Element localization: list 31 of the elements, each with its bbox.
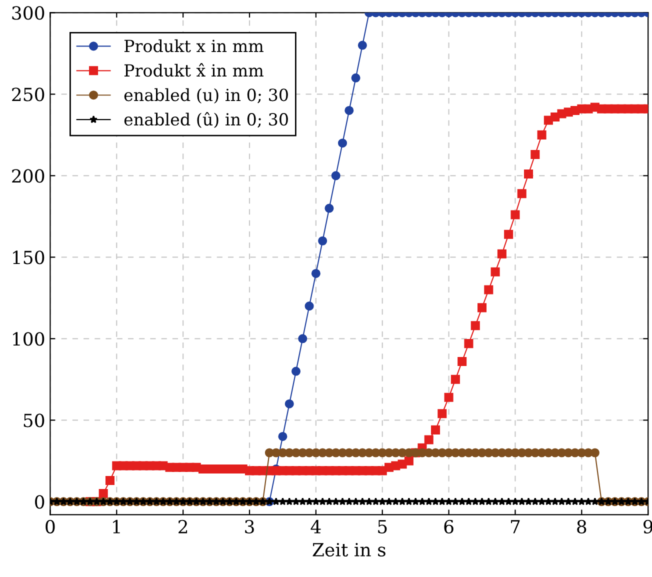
y-tick-label: 100 — [13, 332, 44, 346]
y-tick-label: 0 — [35, 495, 44, 509]
x-tick-label: 3 — [245, 520, 254, 534]
legend-label: enabled (û) in 0; 30 — [124, 112, 288, 128]
y-tick-label: 200 — [12, 169, 44, 183]
point — [304, 302, 314, 311]
legend-label: Produkt x̂ in mm — [124, 63, 264, 77]
y-tick-label: 250 — [12, 88, 44, 102]
y-tick-label: 50 — [24, 414, 44, 428]
x-tick-label: 7 — [511, 520, 520, 534]
y-tick-label: 150 — [13, 250, 44, 264]
x-tick-label: 6 — [444, 520, 454, 534]
point — [298, 334, 308, 344]
point — [278, 432, 288, 441]
x-tick-label: 4 — [310, 520, 321, 534]
x-tick-label: 2 — [178, 520, 188, 534]
point — [291, 366, 301, 376]
point — [284, 399, 294, 408]
legend-label: Produkt x in mm — [124, 39, 264, 52]
x-tick-label: 8 — [577, 520, 586, 534]
y-tick-label: 300 — [12, 6, 44, 20]
point — [311, 268, 320, 278]
point — [324, 204, 334, 213]
x-tick-label: 5 — [378, 520, 387, 534]
point — [338, 138, 348, 148]
x-tick-label: 1 — [113, 520, 120, 534]
legend-label: enabled (u) in 0; 30 — [124, 88, 288, 104]
point — [318, 236, 328, 246]
x-axis-title: Zeit in s — [312, 543, 386, 557]
x-tick-label: 0 — [46, 520, 55, 534]
point — [331, 171, 340, 180]
